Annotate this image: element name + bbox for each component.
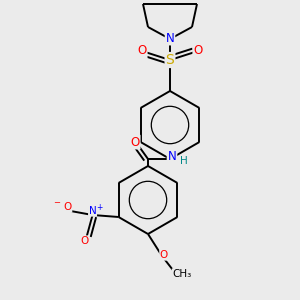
Text: O: O — [160, 250, 168, 260]
Text: O: O — [63, 202, 72, 212]
Text: O: O — [194, 44, 202, 58]
Text: +: + — [96, 202, 103, 211]
Text: N: N — [166, 32, 174, 44]
Text: S: S — [166, 53, 174, 67]
Text: CH₃: CH₃ — [172, 269, 192, 279]
Text: −: − — [53, 199, 60, 208]
Text: H: H — [180, 156, 188, 166]
Text: N: N — [89, 206, 96, 216]
Text: N: N — [168, 151, 176, 164]
Text: O: O — [137, 44, 147, 58]
Text: O: O — [80, 236, 89, 246]
Text: O: O — [130, 136, 140, 148]
